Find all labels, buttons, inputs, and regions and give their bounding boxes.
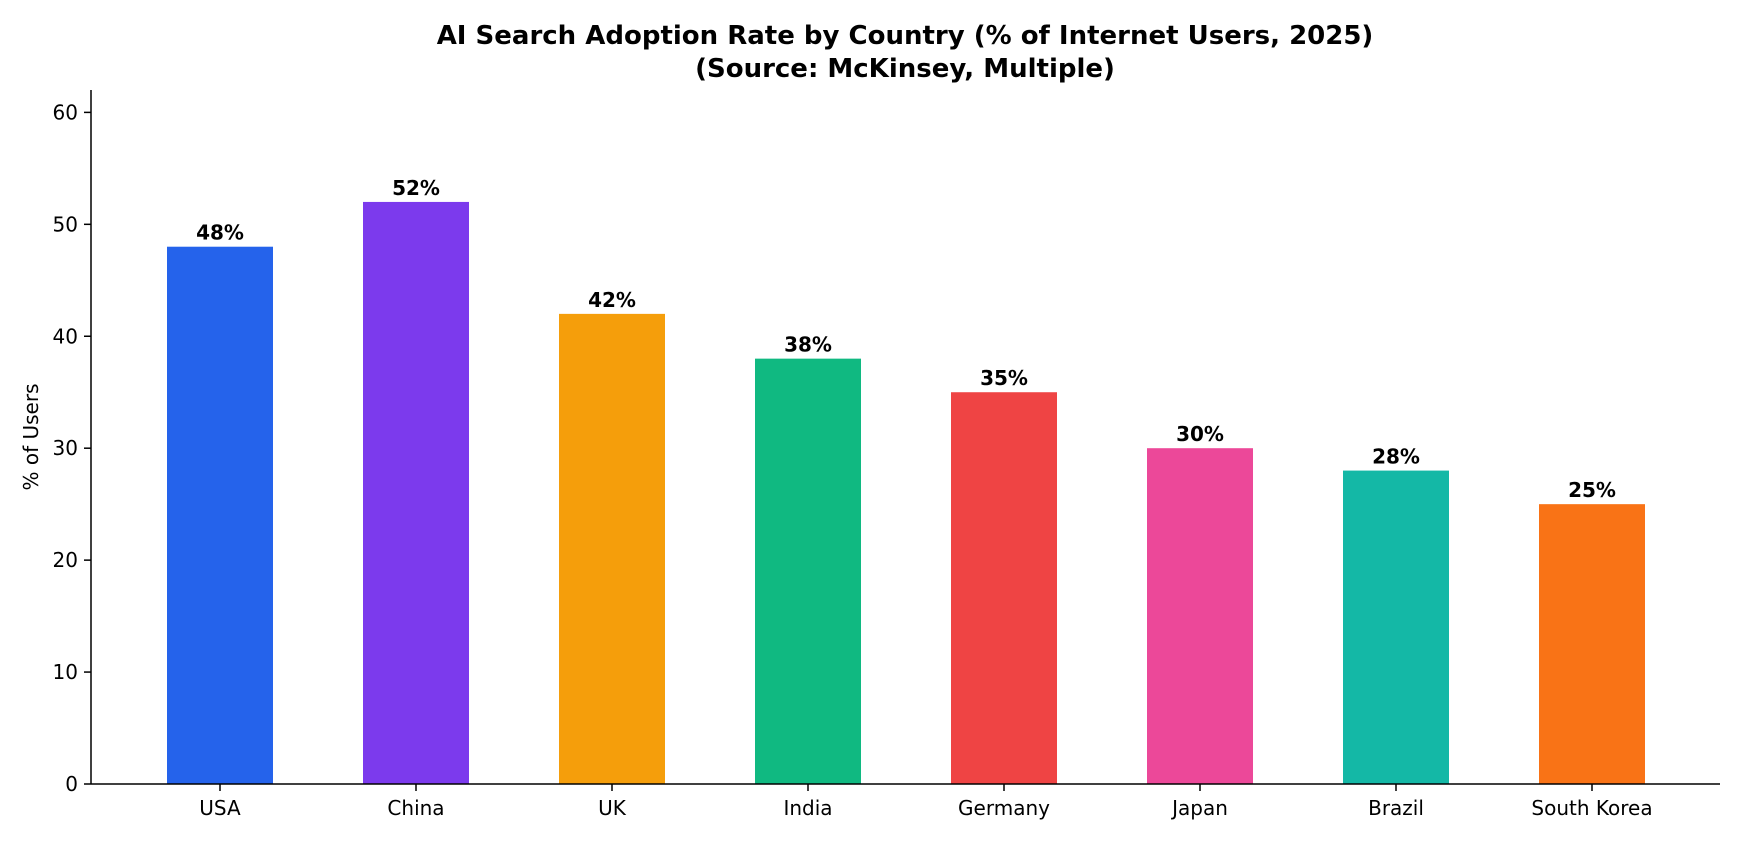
y-tick-label: 10: [53, 660, 78, 684]
bar: [559, 313, 665, 784]
bar: [1343, 470, 1449, 784]
y-tick-label: 50: [53, 212, 78, 236]
x-tick-label: Brazil: [1368, 796, 1424, 820]
x-axis-ticks: USA China UK India Germany Japan Brazil South K…: [199, 784, 1653, 820]
bar-value-label: 42%: [588, 288, 636, 312]
x-tick-label: China: [387, 796, 444, 820]
x-tick-label: Japan: [1170, 796, 1228, 820]
x-tick-label: India: [783, 796, 832, 820]
x-tick-label: USA: [199, 796, 241, 820]
bar: [755, 358, 861, 784]
bar: [1539, 504, 1645, 784]
bar-value-label: 25%: [1568, 478, 1616, 502]
bar: [363, 201, 469, 784]
bars-group: [167, 201, 1645, 785]
bar: [951, 392, 1057, 784]
chart-subtitle: (Source: McKinsey, Multiple): [695, 54, 1115, 84]
y-tick-label: 20: [53, 548, 78, 572]
y-tick-label: 60: [53, 100, 78, 124]
bar: [1147, 448, 1253, 784]
y-tick-label: 30: [53, 436, 78, 460]
bar-value-label: 38%: [784, 333, 832, 357]
y-axis-label: % of Users: [19, 383, 43, 490]
bar-value-label: 48%: [196, 221, 244, 245]
data-labels-group: 48% 52% 42% 38% 35% 30% 28% 25%: [196, 176, 1616, 502]
y-tick-label: 40: [53, 324, 78, 348]
bar-value-label: 35%: [980, 366, 1028, 390]
x-tick-label: South Korea: [1531, 796, 1652, 820]
bar-value-label: 28%: [1372, 445, 1420, 469]
x-tick-label: UK: [598, 796, 627, 820]
bar-value-label: 30%: [1176, 422, 1224, 446]
bar: [167, 246, 273, 785]
bar-value-label: 52%: [392, 176, 440, 200]
y-axis-ticks: 0 10 20 30 40 50 60: [53, 100, 91, 796]
chart-title: AI Search Adoption Rate by Country (% of…: [437, 21, 1374, 51]
x-tick-label: Germany: [958, 796, 1050, 820]
y-tick-label: 0: [65, 772, 78, 796]
